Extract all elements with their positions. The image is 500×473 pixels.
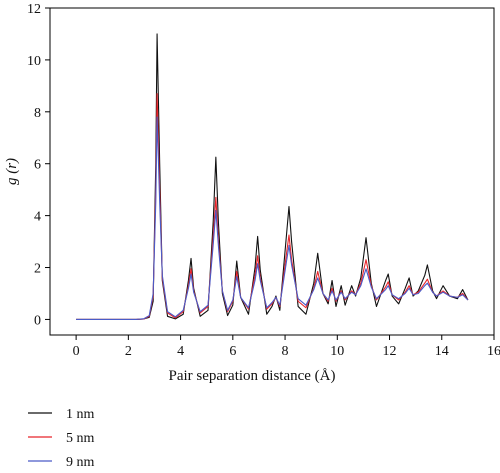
legend-label: 1 nm	[66, 407, 95, 422]
x-tick-label: 4	[177, 344, 184, 359]
legend-label: 9 nm	[66, 455, 95, 468]
y-axis-label: g (r)	[4, 158, 20, 185]
y-tick-label: 8	[34, 106, 41, 121]
x-tick-label: 16	[487, 344, 500, 359]
axes: 0 2 4 6 8 10 12 14 16 0 2 4 6 8 10 12 Pair separation di…	[4, 2, 500, 384]
x-tick-label: 14	[435, 344, 449, 359]
series-layer	[76, 33, 469, 320]
x-tick-label: 10	[330, 344, 344, 359]
y-tick-label: 4	[34, 210, 41, 225]
y-tick-label: 6	[34, 158, 41, 173]
x-tick-label: 8	[282, 344, 289, 359]
series-line-1-nm	[76, 33, 469, 320]
y-tick-label: 0	[34, 313, 41, 328]
legend: 1 nm 5 nm 9 nm	[28, 407, 95, 470]
legend-label: 5 nm	[66, 431, 95, 446]
x-tick-label: 12	[383, 344, 397, 359]
x-tick-label: 2	[125, 344, 132, 359]
series-line-5-nm	[76, 93, 469, 320]
plot-frame	[49, 7, 495, 336]
x-tick-label: 6	[229, 344, 236, 359]
y-tick-label: 12	[27, 2, 41, 17]
y-tick-label: 10	[27, 54, 41, 69]
x-axis-label: Pair separation distance (Å)	[168, 368, 335, 384]
series-line-9-nm	[76, 116, 469, 320]
y-tick-label: 2	[34, 262, 41, 277]
x-tick-label: 0	[73, 344, 80, 359]
